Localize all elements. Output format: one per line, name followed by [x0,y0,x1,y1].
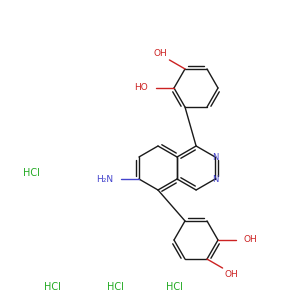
Text: OH: OH [225,270,238,279]
Text: N: N [212,152,218,161]
Text: HCl: HCl [44,281,61,292]
Text: HCl: HCl [107,281,124,292]
Text: N: N [212,175,218,184]
Text: OH: OH [244,236,258,244]
Text: HCl: HCl [23,167,40,178]
Text: HCl: HCl [166,281,182,292]
Text: HO: HO [134,83,148,92]
Text: OH: OH [154,50,167,58]
Text: H₂N: H₂N [96,175,113,184]
